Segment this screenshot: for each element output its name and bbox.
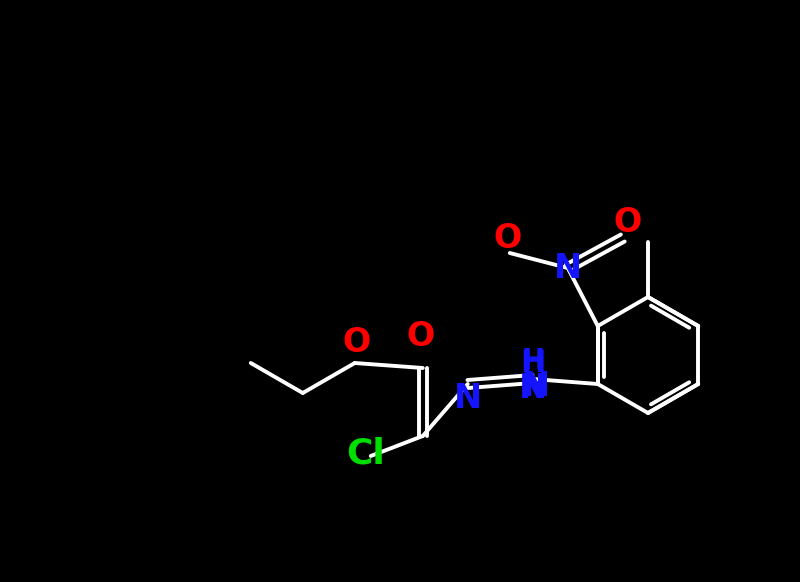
Text: N: N <box>522 371 550 403</box>
Text: N: N <box>554 251 582 285</box>
Text: H: H <box>522 347 544 375</box>
Text: O: O <box>406 320 435 353</box>
Text: H: H <box>520 350 546 378</box>
Text: N: N <box>518 372 547 406</box>
Text: O: O <box>614 207 642 240</box>
Text: N: N <box>454 382 482 416</box>
Text: O: O <box>494 222 522 254</box>
Text: O: O <box>342 327 371 360</box>
Text: Cl: Cl <box>346 436 385 470</box>
